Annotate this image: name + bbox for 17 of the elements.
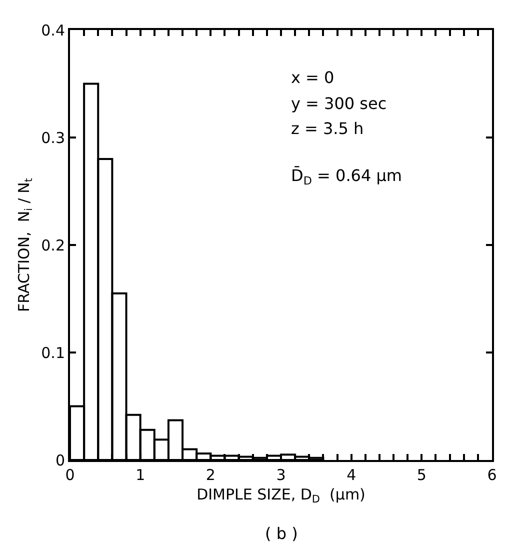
x-tick-label: 4 [346,466,356,484]
y-tick-label: 0.1 [41,344,65,362]
x-tick-label: 3 [276,466,286,484]
x-tick-label: 2 [206,466,216,484]
x-axis-title: DIMPLE SIZE, D$_{D}$ (μm) [196,486,366,506]
x-tick-label: 6 [487,466,497,484]
y-tick-label: 0.3 [41,128,65,147]
annotation: y = 300 sec [291,94,387,113]
annotation: x = 0 [291,68,334,87]
x-tick-label: 1 [136,466,146,484]
y-tick-label: 0.2 [41,236,65,254]
annotation: D̄$_{D}$ = 0.64 μm [291,166,402,188]
y-tick-label: 0.4 [41,21,65,40]
annotation: z = 3.5 h [291,119,364,138]
text: ( b ) [265,524,298,543]
x-tick-label: 5 [416,466,426,484]
y-tick-label: 0 [55,451,65,470]
